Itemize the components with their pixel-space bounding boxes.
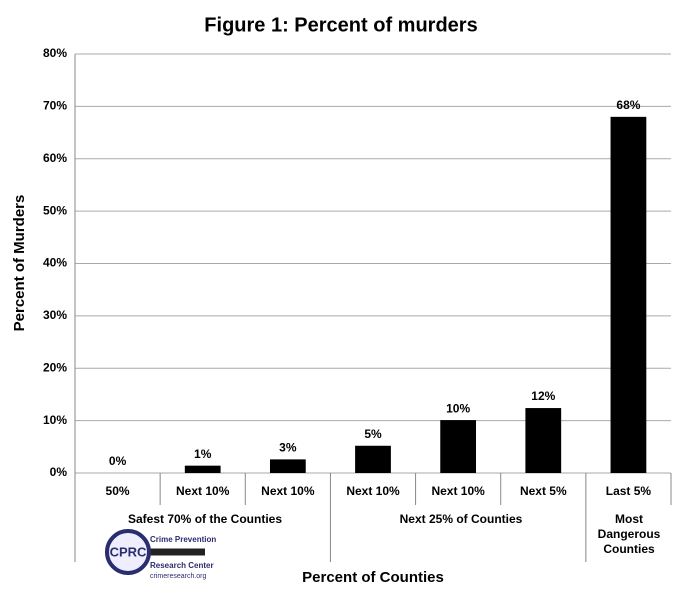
value-label: 0% <box>109 454 127 468</box>
x-tick-label: 50% <box>106 484 130 498</box>
bar <box>184 465 221 473</box>
y-tick-label: 80% <box>43 46 67 60</box>
logo: CPRC Crime Prevention Research Center cr… <box>105 529 216 580</box>
y-tick-label: 60% <box>43 151 67 165</box>
y-tick-label: 10% <box>43 413 67 427</box>
value-label: 3% <box>279 441 297 455</box>
group-label: Safest 70% of the Counties <box>127 512 283 526</box>
value-label: 12% <box>531 389 555 403</box>
logo-line: Research Center <box>150 561 214 570</box>
y-tick-label: 50% <box>43 203 67 217</box>
y-tick-label: 20% <box>43 360 67 374</box>
logo-initials: CPRC <box>110 544 147 559</box>
x-tick-label: Next 10% <box>346 484 400 498</box>
value-label: 68% <box>616 98 640 112</box>
x-tick-label: Next 5% <box>520 484 567 498</box>
value-label: 1% <box>194 447 212 461</box>
chart-title: Figure 1: Percent of murders <box>204 14 477 36</box>
bar <box>525 408 562 473</box>
bar <box>355 445 391 473</box>
y-tick-label: 40% <box>43 256 67 270</box>
value-label: 10% <box>446 401 470 415</box>
y-tick-label: 30% <box>43 308 67 322</box>
y-axis-label: Percent of Murders <box>11 195 28 332</box>
y-tick-label: 70% <box>43 99 67 113</box>
bar <box>440 420 477 473</box>
bar <box>269 459 306 473</box>
x-axis-label: Percent of Counties <box>302 569 444 586</box>
x-tick-label: Next 10% <box>431 484 485 498</box>
value-label: 5% <box>364 427 382 441</box>
group-label: Most Dangerous Counties <box>597 512 661 556</box>
x-tick-label: Last 5% <box>606 484 652 498</box>
group-label: Next 25% of Counties <box>399 512 523 526</box>
x-tick-label: Next 10% <box>261 484 315 498</box>
logo-line: Crime Prevention <box>150 535 216 544</box>
x-tick-label: Next 10% <box>176 484 230 498</box>
y-tick-label: 0% <box>50 465 68 479</box>
bar <box>610 116 647 473</box>
logo-circle <box>105 529 151 575</box>
logo-url: crimeresearch.org <box>150 573 207 580</box>
